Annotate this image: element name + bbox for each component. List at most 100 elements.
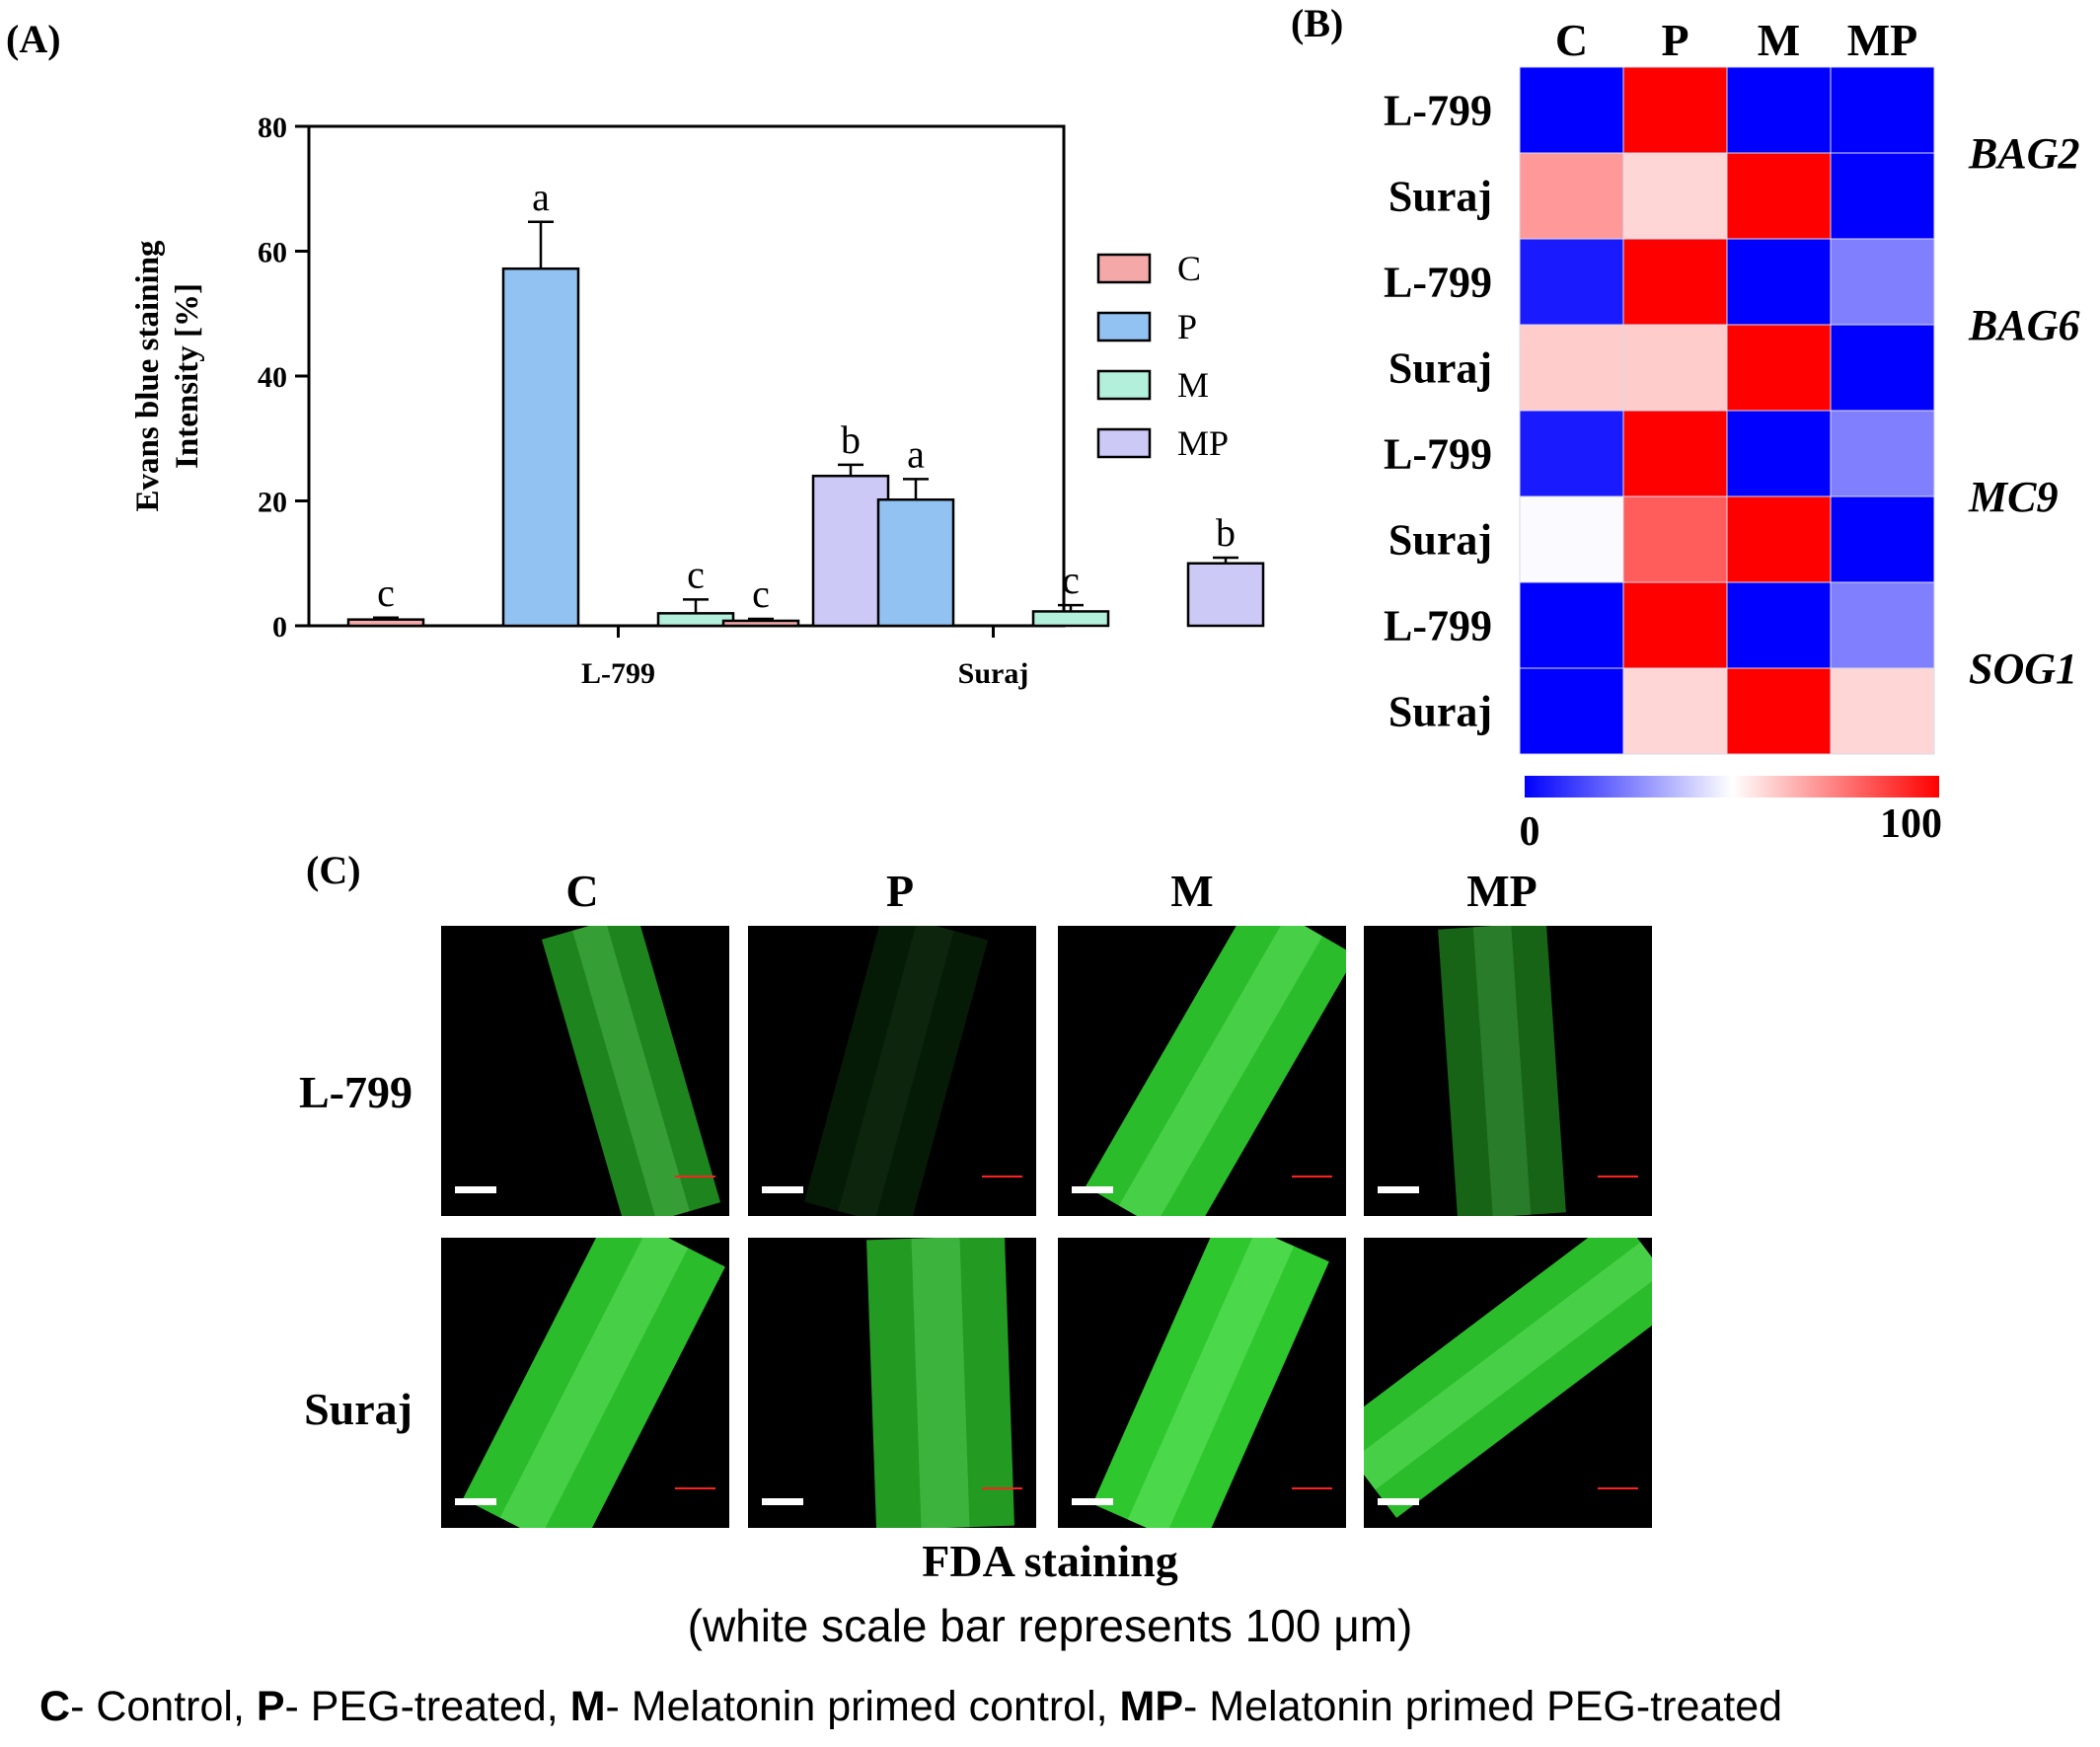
significance-letter: c xyxy=(752,571,770,616)
bar-c xyxy=(721,619,800,628)
bar-m xyxy=(1031,610,1110,628)
y-tick-label: 20 xyxy=(258,487,287,519)
heatmap-cell xyxy=(1622,410,1728,497)
heatmap-cell xyxy=(1622,581,1728,669)
bar-p xyxy=(876,497,955,628)
heatmap-cell xyxy=(1830,667,1935,755)
fluorescent-tissue-highlight xyxy=(1127,1238,1295,1528)
evans-blue-bar-chart: 0 20 40 60 80 Evans blue staining Intensity [%… xyxy=(130,112,1265,690)
micrograph-image xyxy=(748,1238,1036,1528)
heatmap-cell xyxy=(1519,238,1624,326)
heatmap-color-scale xyxy=(1525,776,1939,798)
heatmap-cell xyxy=(1726,324,1832,412)
heatmap-column-label: M xyxy=(1758,15,1800,65)
heatmap-cell xyxy=(1622,667,1728,755)
fluorescent-tissue-highlight xyxy=(572,926,690,1216)
legend-swatch-mp xyxy=(1096,427,1152,459)
abbr-p-text: - PEG-treated, xyxy=(284,1683,570,1730)
heatmap-cell xyxy=(1726,238,1832,326)
heatmap-cell xyxy=(1726,667,1832,755)
micrograph-image xyxy=(748,926,1036,1216)
heatmap-gene-label: MC9 xyxy=(1968,473,2058,521)
micrograph-background xyxy=(748,926,1036,1216)
heatmap-row-label: L-799 xyxy=(1384,87,1492,135)
fluorescent-tissue-highlight xyxy=(1118,926,1323,1216)
color-scale-min-label: 0 xyxy=(1520,809,1540,855)
micrograph-l-799-mp xyxy=(1364,926,1652,1216)
micrograph-image xyxy=(441,926,729,1216)
heatmap-column-label: P xyxy=(1661,15,1688,65)
heatmap-cell xyxy=(1622,238,1728,326)
heatmap-column-label: C xyxy=(1555,15,1588,65)
fluorescent-tissue xyxy=(541,926,721,1216)
y-axis-label-line1: Evans blue staining xyxy=(130,240,166,512)
fluorescent-tissue xyxy=(866,1238,1014,1528)
panel-label-b: (B) xyxy=(1291,1,1344,45)
abbr-c-text: - Control, xyxy=(70,1683,257,1730)
micrograph-image xyxy=(1364,1238,1652,1528)
micrograph-row-label: Suraj xyxy=(304,1384,412,1434)
heatmap-cell xyxy=(1519,66,1624,154)
bar-m xyxy=(656,612,735,628)
y-tick-label: 60 xyxy=(258,237,287,269)
fluorescent-tissue xyxy=(803,926,989,1216)
micrograph-image xyxy=(1058,926,1346,1216)
micrograph-l-799-p xyxy=(748,926,1036,1216)
heatmap-gene-label: SOG1 xyxy=(1969,645,2077,693)
significance-letter: a xyxy=(532,175,550,219)
heatmap-cell xyxy=(1519,324,1624,412)
white-scale-bar xyxy=(1378,1186,1419,1193)
micrograph-image xyxy=(441,1238,729,1528)
legend-label-mp: MP xyxy=(1177,423,1229,463)
color-scale-max-label: 100 xyxy=(1880,801,1942,847)
scale-bar-note: (white scale bar represents 100 μm) xyxy=(687,1600,1413,1651)
white-scale-bar xyxy=(1072,1186,1113,1193)
white-scale-bar xyxy=(1378,1498,1419,1505)
micrograph-column-label: P xyxy=(886,866,914,916)
heatmap-gene-label: BAG2 xyxy=(1968,129,2079,178)
y-tick-label: 80 xyxy=(258,112,287,144)
micrograph-row-label: L-799 xyxy=(299,1067,412,1117)
abbreviation-legend: C- Control, P- PEG-treated, M- Melatonin… xyxy=(39,1683,1782,1731)
fluorescent-tissue-highlight xyxy=(911,1238,970,1528)
heatmap-cell xyxy=(1519,410,1624,497)
micrograph-suraj-mp xyxy=(1364,1238,1652,1528)
heatmap-cell xyxy=(1830,581,1935,669)
micrograph-column-label: MP xyxy=(1466,866,1538,916)
heatmap-cell xyxy=(1622,495,1728,583)
heatmap-cell xyxy=(1726,152,1832,240)
heatmap-cell xyxy=(1622,66,1728,154)
legend-label-c: C xyxy=(1177,249,1201,288)
legend-swatch-m xyxy=(1096,369,1152,401)
white-scale-bar xyxy=(455,1498,496,1505)
abbr-m-text: - Melatonin primed control, xyxy=(605,1683,1120,1730)
heatmap-cell xyxy=(1830,324,1935,412)
bar-c xyxy=(346,618,425,628)
heatmap-cell xyxy=(1726,581,1832,669)
heatmap-cell xyxy=(1830,410,1935,497)
heatmap-row-label: L-799 xyxy=(1384,602,1492,650)
significance-letter: c xyxy=(377,570,395,615)
heatmap-cell xyxy=(1726,66,1832,154)
micrograph-image xyxy=(1364,926,1652,1216)
heatmap-cell xyxy=(1519,581,1624,669)
abbr-p: P xyxy=(256,1683,285,1730)
significance-letter: b xyxy=(1216,510,1236,555)
heatmap-cell xyxy=(1830,152,1935,240)
x-category-label: Suraj xyxy=(958,657,1029,690)
heatmap-cell xyxy=(1830,238,1935,326)
heatmap-cell xyxy=(1519,495,1624,583)
significance-letter: c xyxy=(687,552,705,596)
significance-letter: a xyxy=(907,431,925,476)
y-tick-label: 40 xyxy=(258,361,287,394)
heatmap-row-label: Suraj xyxy=(1388,516,1492,565)
gene-expression-heatmap: C P M MP L-799 Suraj L-799 Suraj L-799 Suraj L-799… xyxy=(1384,15,2079,855)
micrograph-column-label: C xyxy=(565,866,598,916)
heatmap-cell xyxy=(1519,152,1624,240)
heatmap-row-label: Suraj xyxy=(1388,173,1492,221)
legend-label-m: M xyxy=(1177,365,1209,405)
heatmap-gene-label: BAG6 xyxy=(1968,301,2079,349)
y-axis-label-line2: Intensity [%] xyxy=(170,283,205,469)
heatmap-cell xyxy=(1726,410,1832,497)
micrograph-column-label: M xyxy=(1170,866,1213,916)
